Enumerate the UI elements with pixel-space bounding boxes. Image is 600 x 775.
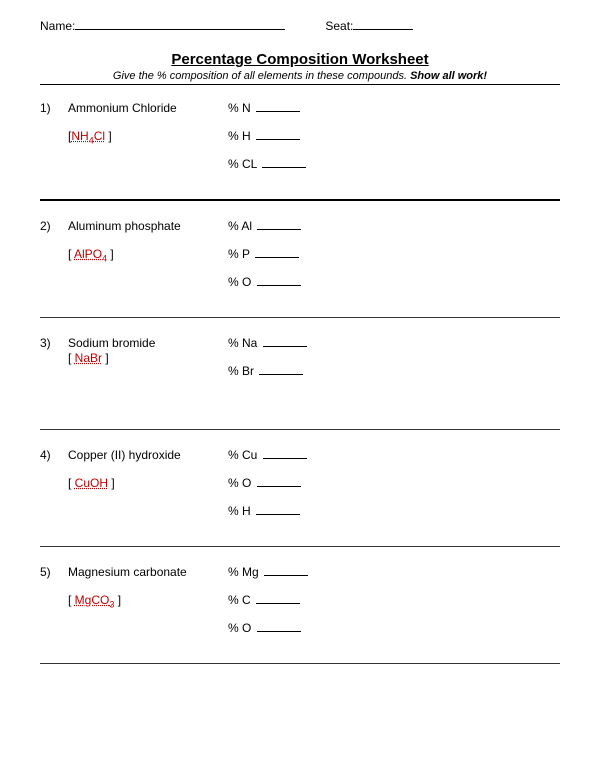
element-label: % Cu [228,448,261,462]
elements-column: % N % H % CL [228,99,306,185]
compound-formula: [ CuOH ] [68,476,228,490]
worksheet-title: Percentage Composition Worksheet [40,51,560,68]
instructions-bold: Show all work! [410,70,487,82]
compound-name: Sodium bromide [68,336,228,350]
elements-column: % Al % P % O [228,217,301,303]
element-row: % Br [228,364,307,378]
compound-name: Ammonium Chloride [68,101,228,115]
element-label: % Br [228,364,257,378]
element-label: % O [228,476,255,490]
answer-blank[interactable] [263,337,307,347]
answer-blank[interactable] [262,158,306,168]
element-row: % C [228,593,308,607]
compound-name: Aluminum phosphate [68,219,228,233]
compound-formula: [ NaBr ] [68,351,228,365]
element-row: % Na [228,336,307,350]
answer-blank[interactable] [257,477,301,487]
element-label: % C [228,593,254,607]
element-label: % Al [228,219,255,233]
compound-column: Ammonium Chloride [NH4Cl ] [68,99,228,185]
element-row: % Cu [228,448,307,462]
element-label: % N [228,101,254,115]
name-input-line[interactable] [75,18,285,30]
problem-row: 1)Ammonium Chloride [NH4Cl ]% N % H % CL [40,99,560,201]
problem-number: 4) [40,446,68,532]
answer-blank[interactable] [259,365,303,375]
element-row: % H [228,504,307,518]
answer-blank[interactable] [256,102,300,112]
problem-row: 4)Copper (II) hydroxide [ CuOH ]% Cu % O … [40,446,560,547]
element-row: % P [228,247,301,261]
answer-blank[interactable] [264,566,308,576]
element-row: % CL [228,157,306,171]
answer-blank[interactable] [256,130,300,140]
elements-column: % Cu % O % H [228,446,307,532]
instructions-text: Give the % composition of all elements i… [113,70,410,82]
element-row: % N [228,101,306,115]
worksheet-page: Name: Seat: Percentage Composition Works… [0,0,600,664]
compound-column: Magnesium carbonate [ MgCO3 ] [68,563,228,649]
seat-label: Seat: [325,19,353,33]
element-row: % Mg [228,565,308,579]
element-label: % Na [228,336,261,350]
answer-blank[interactable] [255,248,299,258]
compound-name: Copper (II) hydroxide [68,448,228,462]
header-row: Name: Seat: [40,18,560,33]
element-label: % P [228,247,253,261]
problem-number: 5) [40,563,68,649]
compound-formula: [ MgCO3 ] [68,593,228,609]
instructions: Give the % composition of all elements i… [40,70,560,85]
answer-blank[interactable] [256,594,300,604]
answer-blank[interactable] [263,449,307,459]
answer-blank[interactable] [257,622,301,632]
problems-list: 1)Ammonium Chloride[NH4Cl ]% N % H % CL … [40,99,560,664]
seat-input-line[interactable] [353,18,413,30]
element-row: % H [228,129,306,143]
problem-number: 3) [40,334,68,415]
compound-name: Magnesium carbonate [68,565,228,579]
element-label: % H [228,504,254,518]
problem-row: 5)Magnesium carbonate [ MgCO3 ]% Mg % C %… [40,563,560,664]
element-row: % O [228,476,307,490]
element-label: % H [228,129,254,143]
problem-number: 1) [40,99,68,185]
name-label: Name: [40,19,75,33]
compound-formula: [ AlPO4 ] [68,247,228,263]
element-label: % O [228,275,255,289]
element-row: % O [228,621,308,635]
answer-blank[interactable] [257,276,301,286]
elements-column: % Na % Br [228,334,307,415]
element-label: % CL [228,157,260,171]
element-row: % Al [228,219,301,233]
compound-column: Copper (II) hydroxide [ CuOH ] [68,446,228,532]
elements-column: % Mg % C % O [228,563,308,649]
problem-row: 3)Sodium bromide[ NaBr ]% Na % Br [40,334,560,430]
element-label: % O [228,621,255,635]
answer-blank[interactable] [257,220,301,230]
problem-number: 2) [40,217,68,303]
answer-blank[interactable] [256,505,300,515]
element-row: % O [228,275,301,289]
compound-column: Sodium bromide[ NaBr ] [68,334,228,415]
problem-row: 2)Aluminum phosphate [ AlPO4 ]% Al % P % … [40,217,560,318]
compound-column: Aluminum phosphate [ AlPO4 ] [68,217,228,303]
element-label: % Mg [228,565,262,579]
compound-formula: [NH4Cl ] [68,129,228,145]
